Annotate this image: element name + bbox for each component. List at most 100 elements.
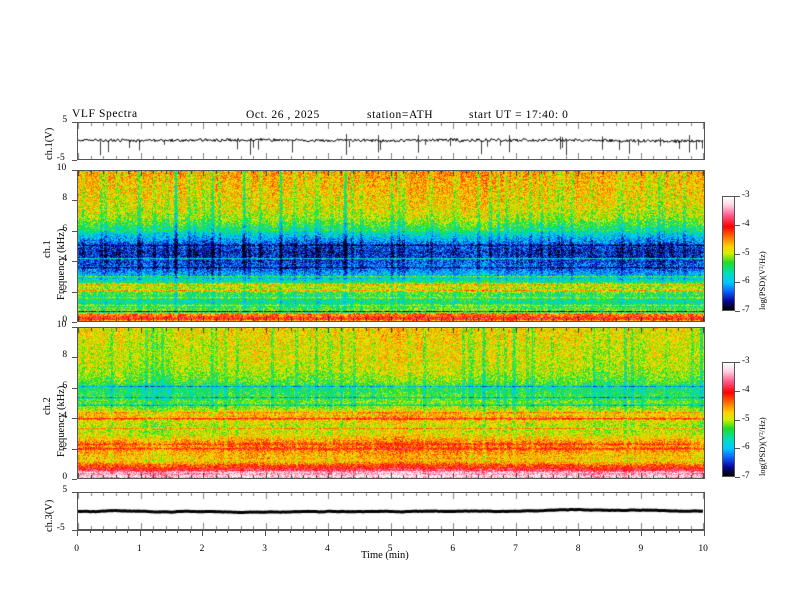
ch1-panel-label: ch.1 [42, 240, 53, 258]
ch1-colorbar-tick--4 [735, 225, 740, 226]
x-axis-tick [290, 530, 291, 533]
x-axis-tick [516, 530, 517, 536]
ch2-freq-tick-8 [72, 357, 77, 358]
x-axis-tick-label-8: 8 [575, 544, 581, 554]
ch2-colorbar [722, 362, 735, 477]
ch1-spectrogram-panel [77, 170, 705, 322]
ch1-freq-tick-10 [72, 170, 77, 171]
x-axis-tick [340, 530, 341, 533]
ch2-freq-tick-label-2: 2 [62, 442, 68, 452]
ch1-colorbar-tick--5 [735, 254, 740, 255]
ch2-freq-tick-4 [72, 418, 77, 419]
x-axis-tick [403, 530, 404, 533]
x-axis-tick [679, 530, 680, 533]
ch1-freq-tick-label-8: 8 [62, 193, 68, 203]
ch2-freq-tick-2 [72, 449, 77, 450]
x-axis-tick [165, 530, 166, 533]
x-axis-tick [579, 530, 580, 536]
x-axis-tick [227, 530, 228, 533]
x-axis [77, 530, 705, 556]
ch2-colorbar-tick-label--4: -4 [742, 384, 750, 394]
x-axis-tick [353, 530, 354, 533]
x-axis-tick [478, 530, 479, 533]
ch1-freq-tick-label-2: 2 [62, 285, 68, 295]
ch2-colorbar-label: log(PSD)(V²/Hz) [757, 417, 767, 476]
x-axis-tick-label-2: 2 [199, 544, 205, 554]
x-axis-tick [566, 530, 567, 533]
ch1-freq-tick-label-0: 0 [62, 315, 68, 325]
ch3-volt-tick-label--5: -5 [56, 523, 65, 533]
x-axis-tick-label-5: 5 [387, 544, 393, 554]
ch1-colorbar-tick-label--7: -7 [742, 304, 750, 314]
x-axis-tick-label-1: 1 [136, 544, 142, 554]
ch2-freq-tick-0 [72, 479, 77, 480]
x-axis-tick [691, 530, 692, 533]
x-axis-tick [378, 530, 379, 533]
x-axis-tick [466, 530, 467, 533]
x-axis-tick-label-0: 0 [74, 544, 79, 554]
x-axis-tick [541, 530, 542, 533]
station-label: station=ATH [367, 109, 434, 121]
ch2-colorbar-tick--5 [735, 420, 740, 421]
ch2-panel-label: ch.2 [42, 397, 53, 415]
ch1-volt-tick--5 [72, 160, 77, 161]
x-axis-tick-label-9: 9 [638, 544, 644, 554]
ch1-colorbar-tick--6 [735, 282, 740, 283]
ch2-freq-tick-label-6: 6 [62, 381, 68, 391]
ch3-volt-tick--5 [72, 530, 77, 531]
x-axis-tick [77, 530, 78, 536]
x-axis-tick [303, 530, 304, 533]
ch1-colorbar-tick-label--6: -6 [742, 275, 750, 285]
ch1-freq-tick-0 [72, 322, 77, 323]
ch2-colorbar-tick--7 [735, 477, 740, 478]
x-axis-tick [554, 530, 555, 533]
ch2-freq-tick-10 [72, 327, 77, 328]
x-axis-tick [528, 530, 529, 533]
ch2-freq-tick-label-4: 4 [62, 411, 68, 421]
x-axis-tick [616, 530, 617, 533]
date-label: Oct. 26 , 2025 [246, 109, 320, 121]
ch1-freq-tick-4 [72, 261, 77, 262]
x-axis-tick-label-4: 4 [325, 544, 330, 554]
ch1-voltage-axis-label: ch.1(V) [44, 127, 55, 160]
x-axis-tick [253, 530, 254, 533]
x-axis-tick-label-10: 10 [698, 544, 708, 554]
ch2-freq-tick-6 [72, 388, 77, 389]
ch1-freq-tick-label-6: 6 [62, 224, 68, 234]
ch3-volt-tick-5 [72, 492, 77, 493]
x-axis-tick [666, 530, 667, 533]
ch1-freq-tick-6 [72, 231, 77, 232]
x-axis-tick [315, 530, 316, 533]
ch1-freq-tick-label-10: 10 [56, 163, 67, 173]
x-axis-tick [278, 530, 279, 533]
ch2-colorbar-tick-label--6: -6 [742, 441, 750, 451]
x-axis-tick [391, 530, 392, 536]
x-axis-tick [202, 530, 203, 536]
ch1-volt-tick-5 [72, 122, 77, 123]
x-axis-label: Time (min) [361, 550, 409, 561]
x-axis-tick-label-7: 7 [513, 544, 518, 554]
x-axis-tick [240, 530, 241, 533]
ch2-colorbar-tick-label--3: -3 [742, 355, 750, 365]
x-axis-tick-label-3: 3 [262, 544, 268, 554]
x-axis-tick [641, 530, 642, 536]
ch1-freq-tick-label-4: 4 [62, 254, 68, 264]
x-axis-tick [453, 530, 454, 536]
ch3-volt-tick-label-5: 5 [62, 485, 68, 495]
ch2-freq-tick-label-0: 0 [62, 472, 68, 482]
x-axis-tick [704, 530, 705, 536]
x-axis-tick [491, 530, 492, 533]
ch1-freq-tick-2 [72, 292, 77, 293]
ch2-colorbar-tick--4 [735, 391, 740, 392]
x-axis-tick [102, 530, 103, 533]
x-axis-tick [177, 530, 178, 533]
ch1-volt-tick-label-5: 5 [62, 115, 68, 125]
x-axis-tick [428, 530, 429, 533]
ch1-waveform-panel [77, 122, 705, 160]
ch2-colorbar-tick-label--5: -5 [742, 413, 750, 423]
ch3-waveform-panel [77, 492, 705, 530]
ch1-colorbar-tick--7 [735, 311, 740, 312]
x-axis-tick [152, 530, 153, 533]
x-axis-tick [654, 530, 655, 533]
